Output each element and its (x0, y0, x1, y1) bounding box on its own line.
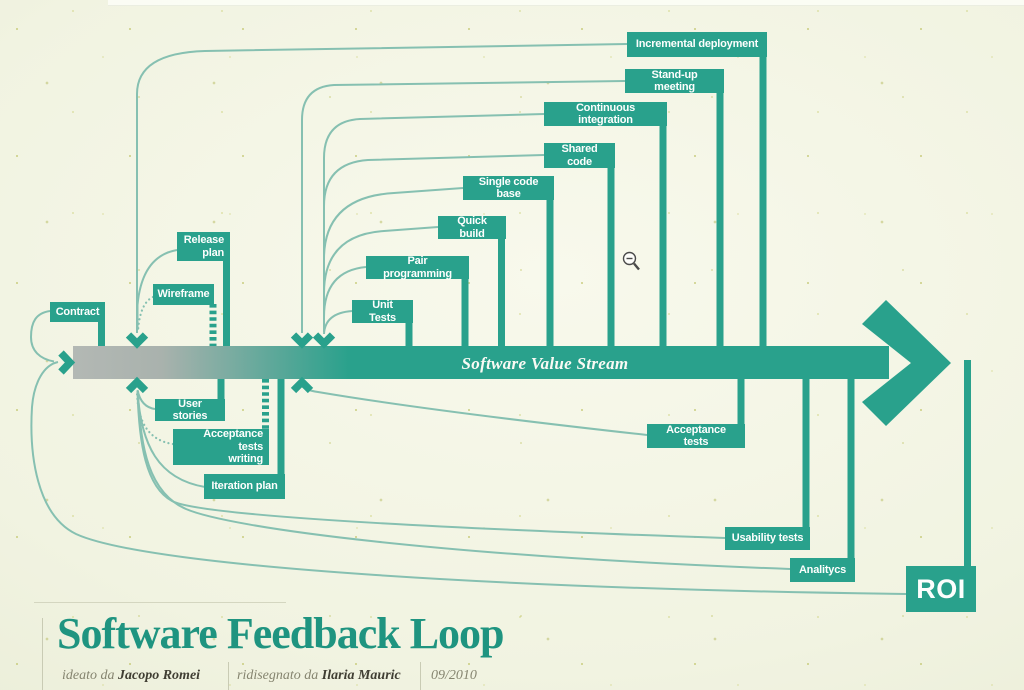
node-roi: ROI (906, 566, 976, 612)
node-label: Single code base (478, 175, 539, 201)
node-wireframe: Wireframe (153, 284, 214, 305)
node-label: Release plan (183, 234, 224, 259)
node-label: Acceptance tests writing (203, 428, 263, 466)
credit-designer: ridisegnato da Ilaria Mauric (237, 668, 401, 684)
arrowhead-up-right (290, 376, 314, 394)
node-label: Stand-up meeting (651, 68, 698, 94)
node-label: Iteration plan (211, 480, 278, 493)
node-analitycs: Analitycs (790, 558, 855, 582)
node-usability-tests: Usability tests (725, 527, 810, 550)
credit-date: 09/2010 (431, 668, 477, 683)
node-label: Shared code (561, 143, 598, 168)
credit-name: Jacopo Romei (118, 668, 201, 683)
feedback-line-single-code-base (323, 187, 464, 332)
value-stream-arrow-head (862, 300, 951, 426)
poster-title: Software Feedback Loop (57, 609, 505, 658)
node-label: Unit Tests (369, 299, 396, 324)
credit-separator-2 (420, 662, 421, 690)
value-stream-label: Software Value Stream (461, 354, 629, 373)
feedback-line-shared-code (323, 154, 545, 332)
feedback-line-stand-up-meeting (301, 80, 626, 333)
node-label: User stories (172, 397, 208, 423)
arrowhead-stream-start (58, 350, 76, 375)
feedback-line-analitycs (137, 390, 791, 570)
credit-name: Ilaria Mauric (321, 668, 401, 683)
node-acceptance-tests: Acceptance tests (647, 424, 745, 448)
node-label: Pair programming (383, 255, 452, 280)
credit-prefix: ridisegnato da (237, 668, 322, 683)
credit-author: ideato da Jacopo Romei (62, 668, 200, 684)
node-continuous-integration: Continuous integration (544, 102, 667, 126)
zoom-out-cursor-icon (622, 251, 640, 271)
arrowhead-down-left (125, 332, 149, 349)
node-contract: Contract (50, 302, 105, 322)
node-acceptance-tests-writing: Acceptance tests writing (173, 428, 269, 466)
node-label: Acceptance tests (666, 423, 726, 449)
node-label: Analitycs (798, 563, 847, 576)
feedback-line-unit-tests (323, 310, 353, 335)
node-user-stories: User stories (155, 397, 225, 423)
node-release-plan: Release plan (177, 232, 230, 261)
node-iteration-plan: Iteration plan (204, 474, 285, 499)
poster-top-edge (108, 0, 1024, 6)
feedback-line-acceptance-tests (301, 385, 648, 436)
feedback-line-usability-tests (136, 390, 726, 539)
node-label: Quick build (457, 215, 487, 240)
arrowhead-up-left (125, 376, 149, 394)
arrowhead-down-mid (290, 332, 314, 349)
node-label: Wireframe (157, 288, 210, 301)
feedback-line-incremental-deployment (136, 43, 628, 333)
credit-separator-1 (228, 662, 229, 690)
node-label: Contract (55, 305, 100, 318)
node-shared-code: Shared code (544, 143, 615, 168)
feedback-line-release-plan (136, 249, 178, 330)
node-incremental-deployment: Incremental deployment (627, 32, 767, 57)
feedback-line-quick-build (323, 226, 439, 332)
node-label: Usability tests (731, 532, 804, 545)
node-label: ROI (916, 573, 966, 604)
node-label: Continuous integration (575, 101, 636, 127)
value-stream-arrow-body (73, 346, 889, 379)
credit-prefix: ideato da (62, 668, 118, 683)
node-stand-up-meeting: Stand-up meeting (625, 69, 724, 93)
footer-left-hairline (42, 618, 43, 690)
feedback-line-roi (30, 361, 907, 595)
feedback-line-wireframe-dotted (136, 295, 155, 333)
node-pair-programming: Pair programming (366, 255, 469, 280)
node-quick-build: Quick build (438, 215, 506, 240)
feedback-line-acceptance-tests-writing-dotted (135, 390, 175, 446)
node-label: Incremental deployment (635, 38, 759, 51)
node-single-code-base: Single code base (463, 176, 554, 200)
node-unit-tests: Unit Tests (352, 299, 413, 324)
feedback-line-continuous-integration (323, 113, 545, 332)
feedback-line-contract (30, 310, 55, 363)
feedback-line-user-stories (136, 389, 156, 410)
arrowhead-down-right (312, 332, 336, 349)
feedback-line-pair-programming (323, 266, 367, 332)
footer-top-hairline (34, 602, 286, 603)
